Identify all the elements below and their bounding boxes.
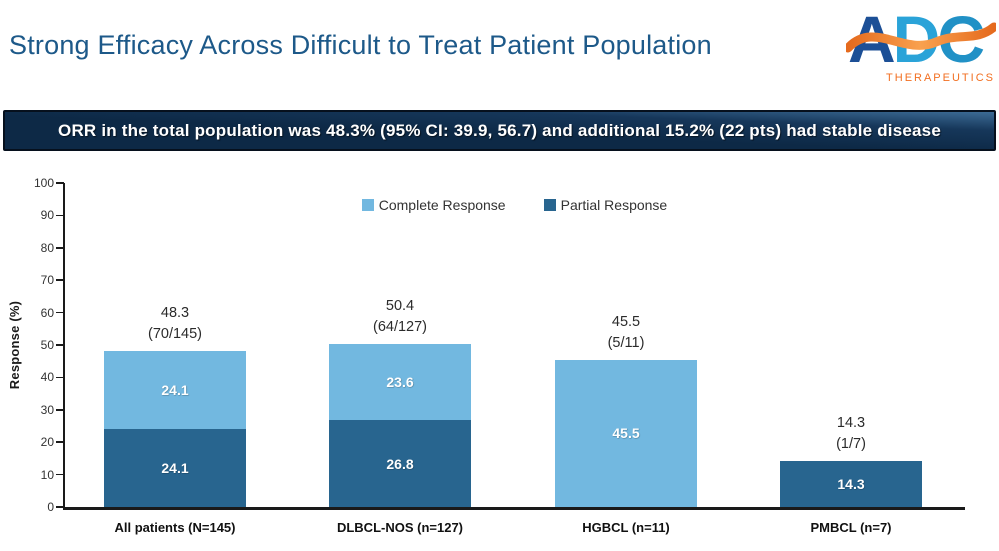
bar-segment-value: 45.5: [612, 425, 640, 442]
bar-total-label: 14.3 (1/7): [776, 413, 926, 455]
bar-segment-value: 24.1: [161, 459, 189, 476]
logo-swoosh-icon: [846, 22, 996, 53]
y-axis-tick: [56, 214, 64, 217]
page-title: Strong Efficacy Across Difficult to Trea…: [9, 30, 712, 60]
legend-label: Complete Response: [378, 197, 506, 213]
y-axis-tick-label: 100: [33, 176, 54, 190]
bar-segment-partial-response: 14.3: [780, 460, 922, 507]
y-axis-tick-label: 70: [40, 273, 54, 288]
y-axis-tick: [56, 311, 64, 314]
y-axis-tick-label: 90: [40, 208, 54, 223]
bar-total-label: 50.4 (64/127): [325, 296, 475, 338]
bar-total-value: 45.5: [611, 313, 641, 330]
bar-segment-partial-response: 26.8: [329, 420, 471, 507]
y-axis-tick: [56, 279, 64, 281]
y-axis-tick-label: 60: [40, 305, 54, 320]
y-axis-tick: [56, 506, 64, 508]
bar-segment-value: 14.3: [837, 475, 865, 492]
chart-legend: Complete Response Partial Response: [64, 197, 965, 213]
bar-total-fraction: (70/145): [147, 325, 202, 342]
bar-total-label: 45.5 (5/11): [551, 312, 701, 354]
bar-total-value: 50.4: [385, 297, 415, 314]
y-axis-tick-label: 50: [40, 338, 54, 352]
x-axis-line: [63, 507, 965, 510]
x-axis-category-label: DLBCL-NOS (n=127): [336, 520, 464, 535]
y-axis-tick: [56, 473, 64, 476]
bar-segment-partial-response: 24.1: [104, 428, 246, 507]
legend-swatch-icon: [361, 199, 374, 211]
bar-total-label: 48.3 (70/145): [100, 303, 250, 345]
orr-summary-text: ORR in the total population was 48.3% (9…: [58, 120, 941, 140]
y-axis-tick-label: 40: [40, 370, 54, 385]
y-axis-tick: [56, 182, 64, 184]
bar-total-value: 14.3: [836, 414, 866, 431]
x-axis-category-label: HGBCL (n=11): [582, 520, 670, 535]
y-axis-tick: [56, 247, 64, 249]
legend-swatch-icon: [543, 199, 556, 211]
y-axis-tick-label: 0: [47, 500, 54, 514]
y-axis-tick-label: 30: [40, 402, 54, 417]
y-axis-tick-label: 80: [40, 240, 54, 255]
bar-segment-complete-response: 23.6: [329, 343, 471, 421]
legend-label: Partial Response: [560, 197, 668, 213]
bar-segment-value: 26.8: [386, 455, 414, 472]
bar-total-fraction: (5/11): [607, 334, 645, 351]
bar-segment-value: 24.1: [161, 381, 189, 398]
y-axis-tick: [56, 409, 64, 411]
bar-segment-value: 23.6: [386, 373, 414, 390]
x-axis-category-label: PMBCL (n=7): [810, 520, 892, 535]
y-axis-tick: [56, 344, 64, 346]
logo-subtext: THERAPEUTICS: [886, 72, 995, 84]
bar-segment-complete-response: 24.1: [104, 350, 246, 429]
y-axis-tick: [56, 441, 64, 443]
bar-total-fraction: (64/127): [372, 318, 427, 335]
bar-total-value: 48.3: [160, 304, 190, 321]
legend-item: Complete Response: [361, 197, 506, 213]
y-axis-tick-label: 20: [40, 435, 54, 450]
x-axis-category-label: All patients (N=145): [114, 520, 236, 535]
legend-item: Partial Response: [543, 197, 668, 213]
adc-therapeutics-logo: ADC THERAPEUTICS: [846, 2, 996, 84]
y-axis-tick-label: 10: [40, 467, 54, 482]
orr-summary-banner: ORR in the total population was 48.3% (9…: [3, 110, 996, 151]
bar-total-fraction: (1/7): [836, 435, 866, 452]
bar-segment-complete-response: 45.5: [555, 359, 697, 507]
y-axis-tick: [56, 376, 64, 379]
